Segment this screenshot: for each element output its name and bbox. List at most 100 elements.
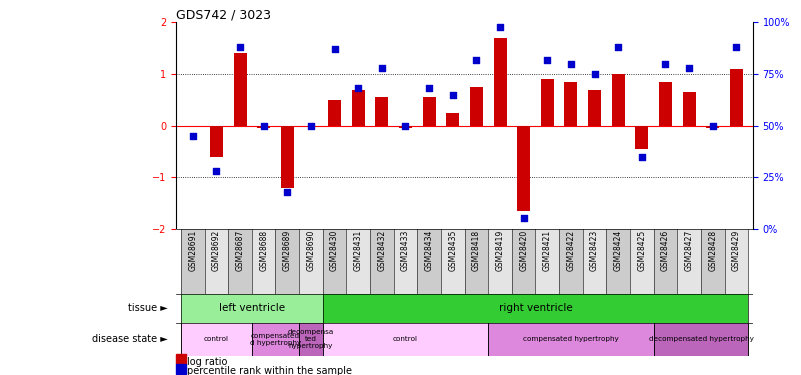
Point: [210, 168, 223, 174]
Bar: [725, 229, 748, 294]
Bar: [234, 54, 247, 126]
Bar: [588, 90, 601, 126]
Text: log ratio: log ratio: [187, 357, 227, 367]
Text: GSM28422: GSM28422: [566, 230, 575, 271]
Text: GSM28419: GSM28419: [496, 230, 505, 272]
Point: [493, 24, 506, 30]
Bar: [204, 229, 228, 294]
Point: [423, 86, 436, 92]
Point: [470, 57, 483, 63]
Text: GSM28418: GSM28418: [472, 230, 481, 271]
Bar: [210, 126, 223, 157]
Text: compensated hypertrophy: compensated hypertrophy: [523, 336, 619, 342]
Bar: [276, 229, 299, 294]
Bar: [181, 229, 204, 294]
Bar: [536, 229, 559, 294]
Point: [352, 86, 364, 92]
Point: [635, 154, 648, 160]
Text: GSM28689: GSM28689: [283, 230, 292, 272]
Text: GSM28425: GSM28425: [638, 230, 646, 272]
Bar: [517, 126, 530, 211]
Bar: [654, 229, 678, 294]
Bar: [630, 229, 654, 294]
Bar: [417, 229, 441, 294]
Text: GSM28421: GSM28421: [543, 230, 552, 271]
Bar: [323, 294, 748, 322]
Text: GSM28430: GSM28430: [330, 230, 339, 272]
Text: control: control: [204, 336, 229, 342]
Text: GSM28687: GSM28687: [235, 230, 244, 272]
Text: GSM28431: GSM28431: [354, 230, 363, 272]
Text: right ventricle: right ventricle: [498, 303, 573, 313]
Text: left ventricle: left ventricle: [219, 303, 285, 313]
Bar: [465, 229, 489, 294]
Bar: [489, 229, 512, 294]
Bar: [559, 229, 583, 294]
Bar: [441, 229, 465, 294]
Bar: [181, 294, 323, 322]
Text: GSM28434: GSM28434: [425, 230, 433, 272]
Point: [281, 189, 294, 195]
Text: GSM28423: GSM28423: [590, 230, 599, 272]
Text: GSM28429: GSM28429: [732, 230, 741, 272]
Text: GSM28688: GSM28688: [260, 230, 268, 271]
Bar: [635, 126, 648, 149]
Bar: [701, 229, 725, 294]
Text: decompensated hypertrophy: decompensated hypertrophy: [649, 336, 754, 342]
Bar: [323, 229, 346, 294]
Point: [234, 44, 247, 50]
Bar: [346, 229, 370, 294]
Bar: [493, 38, 506, 126]
Bar: [299, 229, 323, 294]
Text: compensated
d hypertrophy: compensated d hypertrophy: [250, 333, 301, 346]
Point: [399, 123, 412, 129]
Point: [376, 65, 388, 71]
Bar: [730, 69, 743, 126]
Bar: [281, 126, 294, 188]
Bar: [376, 97, 388, 126]
Text: GSM28424: GSM28424: [614, 230, 622, 272]
Bar: [583, 229, 606, 294]
Point: [588, 71, 601, 77]
Bar: [446, 113, 459, 126]
Text: GSM28691: GSM28691: [188, 230, 197, 272]
Text: GDS742 / 3023: GDS742 / 3023: [176, 8, 272, 21]
Bar: [299, 322, 323, 356]
Bar: [489, 322, 654, 356]
Text: percentile rank within the sample: percentile rank within the sample: [187, 366, 352, 375]
Point: [517, 215, 530, 221]
Point: [706, 123, 719, 129]
Bar: [257, 126, 270, 128]
Bar: [181, 322, 252, 356]
Point: [304, 123, 317, 129]
Bar: [423, 97, 436, 126]
Bar: [606, 229, 630, 294]
Text: GSM28427: GSM28427: [685, 230, 694, 272]
Text: decompensa
ted
hypertrophy: decompensa ted hypertrophy: [288, 329, 334, 350]
Bar: [370, 229, 393, 294]
Text: tissue ►: tissue ►: [128, 303, 168, 313]
Point: [328, 46, 341, 53]
Text: GSM28426: GSM28426: [661, 230, 670, 272]
Bar: [252, 229, 276, 294]
Bar: [252, 322, 299, 356]
Text: control: control: [393, 336, 418, 342]
Point: [612, 44, 625, 50]
Text: GSM28690: GSM28690: [307, 230, 316, 272]
Text: disease state ►: disease state ►: [92, 334, 168, 344]
Bar: [352, 90, 364, 126]
Bar: [228, 229, 252, 294]
Bar: [470, 87, 483, 126]
Point: [257, 123, 270, 129]
Bar: [399, 126, 412, 128]
Point: [659, 61, 672, 67]
Point: [682, 65, 695, 71]
Bar: [323, 322, 489, 356]
Point: [565, 61, 578, 67]
Text: GSM28428: GSM28428: [708, 230, 717, 271]
Point: [730, 44, 743, 50]
Text: GSM28420: GSM28420: [519, 230, 528, 272]
Bar: [541, 79, 553, 126]
Point: [187, 133, 199, 139]
Bar: [328, 100, 341, 126]
